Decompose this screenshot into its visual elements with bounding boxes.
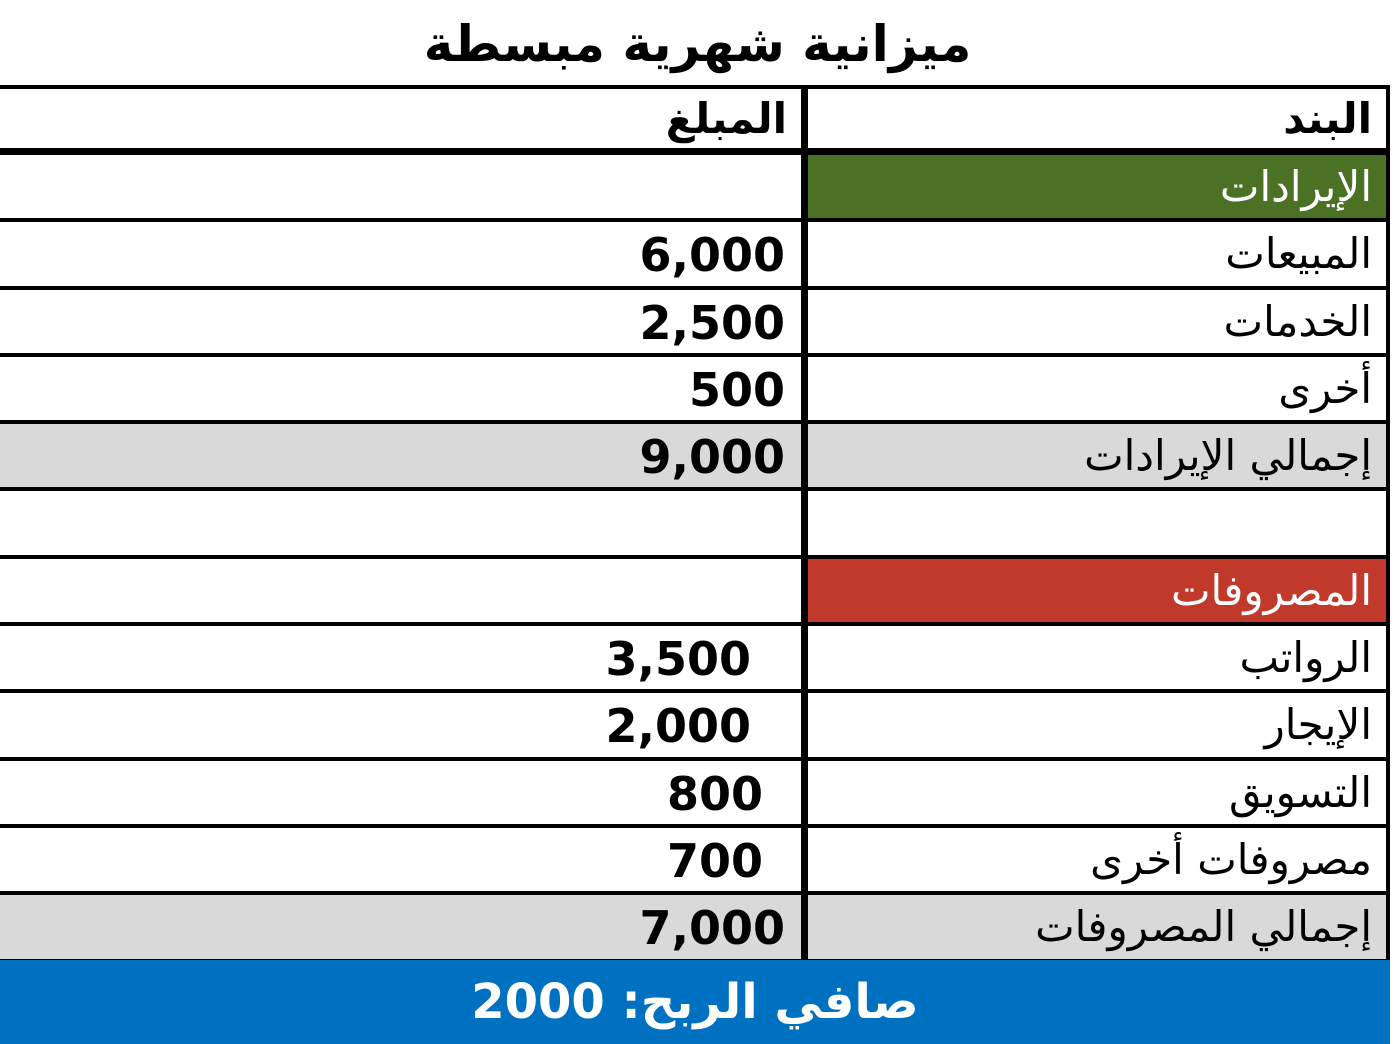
table-row: 700 مصروفات أخرى [0,827,1390,896]
item-cell: إجمالي المصروفات [808,895,1390,959]
amount-cell: 800 [0,760,808,824]
amount-cell: 500 [0,356,808,421]
table-row: 500 أخرى [0,356,1390,425]
table-header-row: المبلغ البند [0,85,1390,155]
table-row [0,491,1390,559]
item-cell: المبيعات [808,222,1390,286]
item-cell: المصروفات [808,558,1390,623]
item-cell: الرواتب [808,626,1390,690]
section-header-row: المصروفات [0,558,1390,627]
table-row: 800 التسويق [0,760,1390,828]
amount-cell: 7,000 [0,895,808,959]
page-title: ميزانية شهرية مبسطة [423,15,972,73]
table-row: 3,500 الرواتب [0,626,1390,694]
budget-table: المبلغ البند الإيرادات 6,000 المبيعات 2,500… [0,85,1390,963]
item-cell: مصروفات أخرى [808,827,1390,892]
section-header-row: الإيرادات [0,155,1390,223]
amount-cell: 700 [0,827,808,892]
item-cell: الإيرادات [808,155,1390,219]
amount-cell: 2,500 [0,289,808,353]
amount-cell [0,491,808,555]
item-cell: إجمالي الإيرادات [808,424,1390,488]
header-item: البند [808,89,1390,148]
item-cell: التسويق [808,760,1390,824]
item-cell: الخدمات [808,289,1390,353]
amount-cell: 6,000 [0,222,808,286]
item-cell: الإيجار [808,693,1390,757]
table-row: 2,500 الخدمات [0,289,1390,357]
amount-cell [0,155,808,219]
amount-cell: 2,000 [0,693,808,757]
amount-cell: 3,500 [0,626,808,690]
amount-cell [0,558,808,623]
item-cell [808,491,1390,555]
table-row: 6,000 المبيعات [0,222,1390,290]
table-row: 2,000 الإيجار [0,693,1390,761]
total-row: 7,000 إجمالي المصروفات [0,895,1390,963]
total-row: 9,000 إجمالي الإيرادات [0,424,1390,492]
amount-cell: 9,000 [0,424,808,488]
header-amount: المبلغ [0,89,808,148]
item-cell: أخرى [808,356,1390,421]
net-profit-banner: صافي الربح: 2000 [0,960,1390,1044]
